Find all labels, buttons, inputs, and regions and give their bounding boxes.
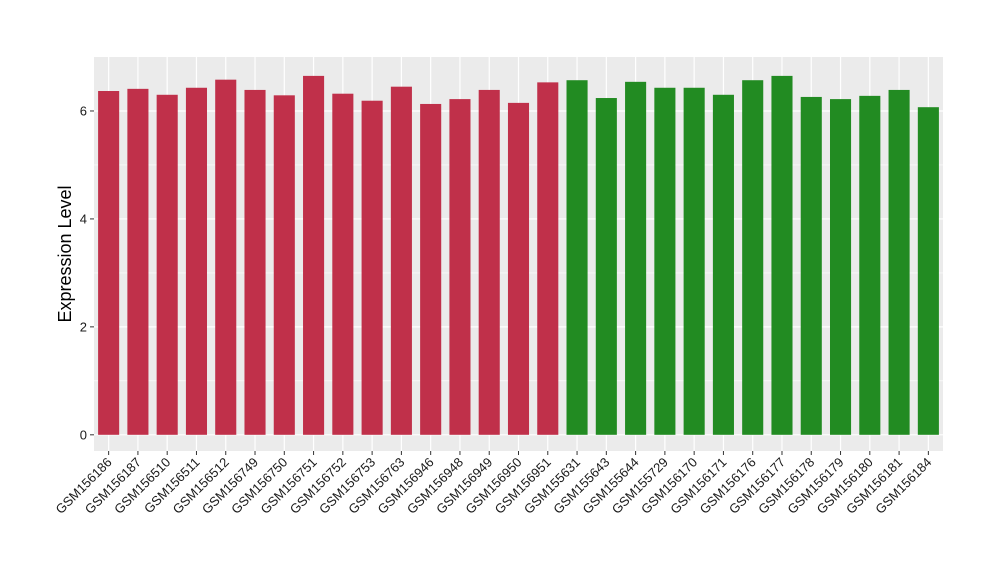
y-axis-title: Expression Level — [55, 185, 75, 322]
y-axis: 0 2 4 6 — [80, 103, 94, 442]
bar-GSM156752 — [332, 93, 354, 435]
bar-GSM156951 — [537, 82, 559, 435]
bar-GSM156749 — [244, 89, 266, 435]
bar-GSM156171 — [712, 94, 734, 435]
y-tick-label: 4 — [80, 211, 87, 226]
bar-GSM156186 — [98, 91, 120, 435]
bar-GSM156184 — [917, 107, 939, 435]
bar-GSM155631 — [566, 80, 588, 435]
bar-GSM156180 — [859, 95, 881, 435]
bar-GSM156750 — [273, 95, 295, 435]
bar-GSM156511 — [185, 87, 208, 435]
bar-GSM156949 — [478, 89, 500, 435]
bar-GSM156950 — [507, 102, 530, 435]
x-axis: GSM156186GSM156187GSM156510GSM156511GSM1… — [53, 451, 934, 517]
bar-GSM156512 — [215, 79, 237, 435]
bar-GSM156187 — [127, 88, 149, 435]
bars — [98, 75, 939, 435]
bar-GSM156763 — [390, 86, 412, 435]
bar-GSM156170 — [683, 87, 705, 435]
bar-GSM156178 — [800, 96, 822, 435]
bar-GSM155643 — [595, 98, 617, 435]
bar-GSM156510 — [156, 94, 178, 435]
bar-GSM156177 — [771, 75, 793, 435]
bar-GSM156751 — [303, 75, 325, 435]
y-tick-label: 2 — [80, 319, 87, 334]
bar-GSM156753 — [361, 100, 383, 435]
y-tick-label: 6 — [80, 103, 87, 118]
bar-GSM155644 — [625, 81, 647, 435]
bar-GSM156179 — [829, 99, 852, 435]
bar-GSM156948 — [449, 99, 471, 435]
bar-GSM156181 — [888, 89, 910, 435]
bar-GSM156176 — [742, 80, 764, 435]
y-tick-label: 0 — [80, 427, 87, 442]
bar-GSM156946 — [420, 103, 442, 435]
bar-GSM155729 — [654, 87, 676, 435]
